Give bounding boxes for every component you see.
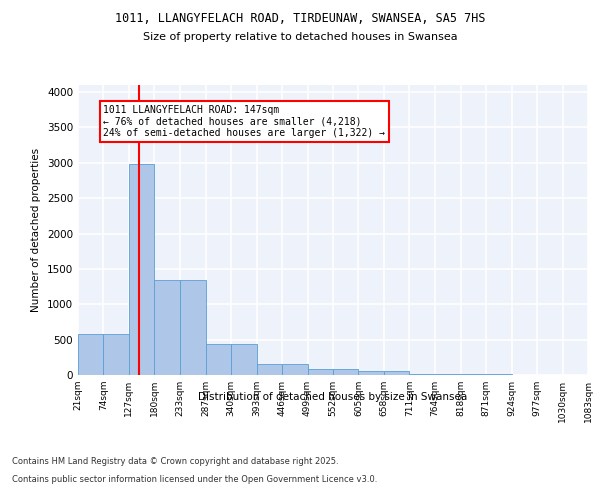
Bar	[384, 371, 409, 375]
Text: 1011, LLANGYFELACH ROAD, TIRDEUNAW, SWANSEA, SA5 7HS: 1011, LLANGYFELACH ROAD, TIRDEUNAW, SWAN…	[115, 12, 485, 26]
Bar	[333, 368, 358, 375]
Text: Size of property relative to detached houses in Swansea: Size of property relative to detached ho…	[143, 32, 457, 42]
Bar	[486, 374, 512, 375]
Bar	[103, 334, 129, 375]
Bar	[358, 371, 384, 375]
Text: Contains public sector information licensed under the Open Government Licence v3: Contains public sector information licen…	[12, 475, 377, 484]
Bar	[409, 374, 435, 375]
Text: 1011 LLANGYFELACH ROAD: 147sqm
← 76% of detached houses are smaller (4,218)
24% : 1011 LLANGYFELACH ROAD: 147sqm ← 76% of …	[103, 105, 385, 138]
Bar	[129, 164, 154, 375]
Bar	[461, 374, 486, 375]
Bar	[206, 344, 231, 375]
Bar	[154, 280, 180, 375]
Bar	[257, 364, 282, 375]
Text: Contains HM Land Registry data © Crown copyright and database right 2025.: Contains HM Land Registry data © Crown c…	[12, 458, 338, 466]
Text: Distribution of detached houses by size in Swansea: Distribution of detached houses by size …	[199, 392, 467, 402]
Bar	[308, 368, 333, 375]
Bar	[78, 334, 103, 375]
Bar	[435, 374, 461, 375]
Bar	[282, 364, 308, 375]
Bar	[180, 280, 206, 375]
Bar	[231, 344, 257, 375]
Y-axis label: Number of detached properties: Number of detached properties	[31, 148, 41, 312]
